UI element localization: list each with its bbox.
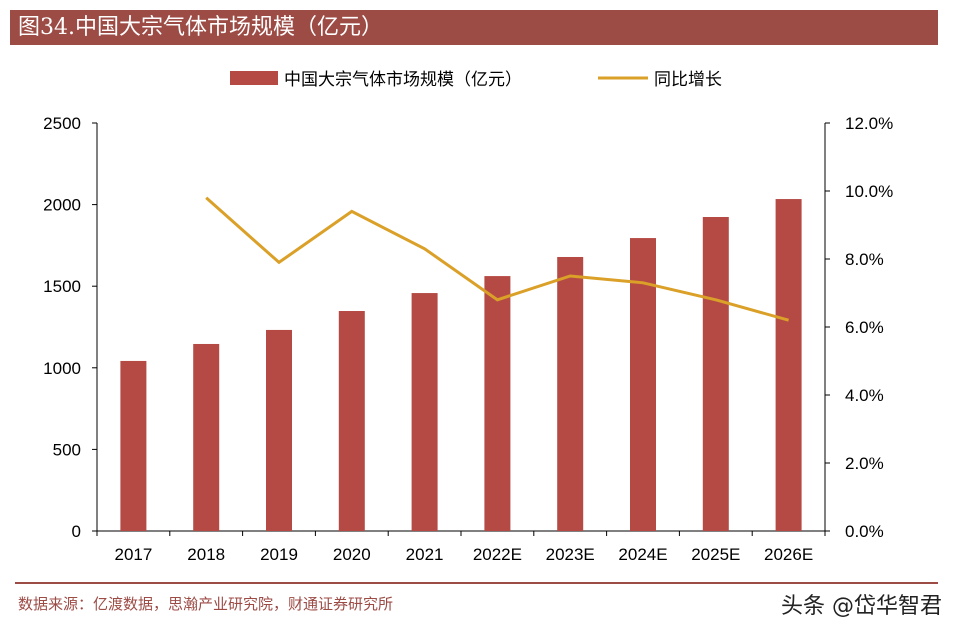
right-tick-label: 10.0% [845,182,893,201]
bar-2023E [557,256,584,531]
left-tick-label: 500 [53,440,81,459]
bar-2017 [120,360,147,531]
footer-divider [15,582,938,584]
x-tick-label: 2021 [406,545,444,564]
x-tick-label: 2019 [260,545,298,564]
source-note: 数据来源：亿渡数据，思瀚产业研究院，财通证券研究所 [18,595,394,613]
legend-label-bar: 中国大宗气体市场规模（亿元） [284,70,522,90]
bar-2025E [702,217,729,531]
left-tick-label: 2000 [43,196,81,215]
x-tick-label: 2017 [114,545,152,564]
bar-2026E [775,199,802,531]
chart-title: 图34.中国大宗气体市场规模（亿元） [10,10,938,45]
watermark: 头条 @岱华智君 [781,594,942,619]
right-tick-label: 8.0% [845,250,884,269]
left-tick-label: 2500 [43,114,81,133]
left-tick-label: 1500 [43,277,81,296]
right-tick-label: 2.0% [845,454,884,473]
legend-swatch-bar [230,71,278,85]
x-tick-label: 2026E [764,545,813,564]
right-tick-label: 6.0% [845,318,884,337]
right-tick-label: 4.0% [845,386,884,405]
bar-2021 [411,293,438,531]
left-tick-label: 1000 [43,359,81,378]
x-tick-label: 2020 [333,545,371,564]
x-tick-label: 2023E [546,545,595,564]
x-tick-label: 2018 [187,545,225,564]
x-tick-label: 2024E [618,545,667,564]
bar-2020 [338,311,365,531]
x-tick-label: 2025E [691,545,740,564]
bar-2019 [266,329,292,531]
bar-2018 [193,343,220,531]
bar-2024E [630,238,656,531]
left-tick-label: 0 [72,522,81,541]
bar-2022E [484,276,511,531]
legend-label-line: 同比增长 [654,70,722,90]
x-tick-label: 2022E [473,545,522,564]
right-tick-label: 12.0% [845,114,893,133]
right-tick-label: 0.0% [845,522,884,541]
chart: 0 500 1000 1500 2000 2500 0.0% 2.0% 4.0% 6.0% 8.0%… [43,70,893,564]
